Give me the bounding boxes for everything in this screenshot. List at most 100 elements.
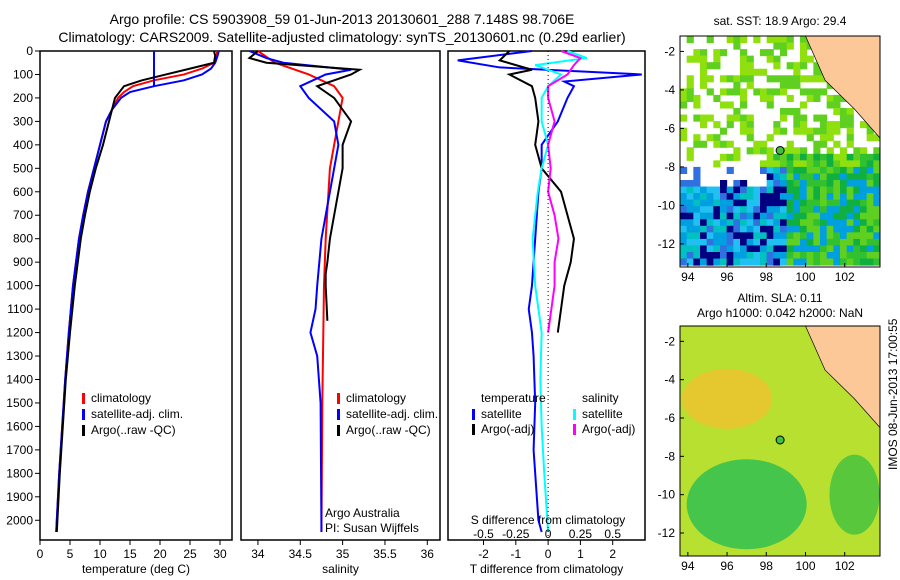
sst-cell — [766, 193, 774, 201]
sst-cell — [866, 179, 874, 188]
sst-cell — [746, 68, 754, 76]
y-tick-label: 700 — [13, 208, 33, 222]
sst-cell — [766, 49, 774, 57]
sst-cell — [800, 173, 808, 181]
sst-cell — [873, 134, 881, 142]
x2-tick-label: -0.25 — [502, 527, 530, 541]
sst-cell — [726, 186, 734, 194]
sst-cell — [853, 193, 861, 201]
sst-cell — [826, 173, 834, 181]
temperature-panel: 0 5 10 15 20 25 30 temperature (deg C) 0 100 200 30… — [6, 44, 233, 576]
sst-cell — [840, 107, 848, 116]
sst-cell — [706, 206, 714, 214]
sst-cell — [786, 225, 794, 233]
sst-cell — [766, 134, 774, 142]
sst-cell — [733, 75, 741, 83]
sst-cell — [846, 258, 854, 266]
sst-cell — [753, 186, 761, 194]
sst-cell — [773, 232, 781, 240]
sst-cell — [860, 121, 868, 129]
sst-cell — [726, 166, 734, 174]
sst-cell — [820, 199, 828, 207]
sst-cell — [780, 160, 788, 168]
sst-cell — [693, 245, 701, 253]
y-tick-label: 800 — [13, 232, 33, 246]
sst-cell — [846, 225, 854, 233]
sst-cell — [766, 75, 774, 83]
sst-cell — [866, 160, 874, 168]
sst-cell — [820, 134, 828, 142]
sst-cell — [746, 55, 754, 63]
sst-cell — [780, 245, 788, 253]
y-tick-label: -8 — [664, 449, 675, 463]
sst-cell — [820, 140, 828, 148]
sst-cell — [713, 62, 721, 70]
sst-cell — [686, 147, 694, 155]
sst-cell — [700, 55, 708, 63]
sst-cell — [773, 212, 781, 220]
sst-cell — [813, 245, 821, 253]
sst-cell — [693, 140, 701, 148]
sst-cell — [826, 186, 834, 194]
y-tick-label: 1800 — [6, 466, 33, 480]
sst-cell — [873, 193, 881, 201]
sst-cell — [866, 212, 874, 220]
sst-cell — [720, 49, 728, 57]
sst-cell — [800, 232, 808, 240]
sst-cell — [686, 153, 694, 161]
sst-cell — [860, 193, 868, 201]
sst-cell — [773, 121, 781, 129]
sst-cell — [813, 238, 821, 246]
sst-cell — [706, 88, 714, 96]
x-tick-label: -2 — [478, 547, 489, 561]
sst-cell — [686, 219, 694, 227]
legend-label: satellite-adj. clim. — [91, 407, 183, 421]
sst-cell — [793, 107, 801, 116]
sst-cell — [766, 251, 774, 260]
sst-cell — [686, 206, 694, 214]
plot-frame — [447, 50, 646, 541]
sst-cell — [820, 121, 828, 129]
sst-cell — [686, 55, 694, 63]
sst-cell — [746, 232, 754, 240]
sst-cell — [740, 49, 748, 57]
sst-cell — [826, 160, 834, 168]
sst-cell — [853, 186, 861, 194]
sst-cell — [786, 173, 794, 181]
sst-cell — [713, 94, 721, 103]
sst-cell — [846, 134, 854, 142]
y-tick-label: -6 — [664, 121, 675, 135]
sst-cell — [813, 193, 821, 201]
sst-cell — [780, 179, 788, 188]
sst-cell — [846, 166, 854, 174]
sst-cell — [713, 238, 721, 246]
sst-cell — [726, 219, 734, 227]
sst-cell — [800, 219, 808, 227]
sst-cell — [700, 206, 708, 214]
sst-cell — [773, 127, 781, 135]
sst-cell — [833, 153, 841, 161]
sst-cell — [746, 62, 754, 70]
sst-cell — [873, 238, 881, 246]
sst-cell — [786, 219, 794, 227]
sst-cell — [840, 114, 848, 122]
sst-cell — [753, 238, 761, 246]
sst-cell — [700, 62, 708, 70]
sst-cell — [786, 160, 794, 168]
legend-swatch — [82, 409, 85, 420]
sst-cell — [706, 251, 714, 260]
sst-cell — [766, 258, 774, 266]
sst-cell — [740, 238, 748, 246]
sst-cell — [786, 153, 794, 161]
sst-cell — [826, 179, 834, 188]
sst-cell — [866, 232, 874, 240]
sst-cell — [813, 199, 821, 207]
sst-cell — [766, 245, 774, 253]
sst-cell — [786, 212, 794, 220]
sst-cell — [833, 160, 841, 168]
sst-cell — [826, 212, 834, 220]
sst-cell — [853, 173, 861, 181]
sst-cell — [740, 251, 748, 260]
sst-cell — [846, 127, 854, 135]
sst-cell — [826, 219, 834, 227]
